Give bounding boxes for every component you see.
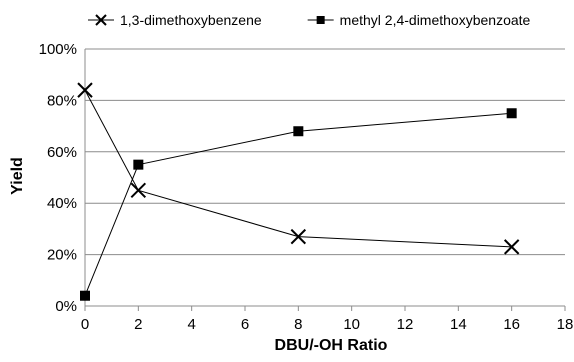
y-tick-label: 0% (55, 298, 77, 315)
legend-marker-x (95, 14, 107, 26)
x-tick-label: 8 (294, 316, 302, 333)
x-marker-point (503, 239, 520, 255)
series-line-1 (84, 112, 512, 296)
square-marker-point (80, 290, 90, 301)
legend-marker-square (316, 16, 325, 24)
x-axis-title: DBU/-OH Ratio (275, 337, 388, 354)
legend-label: 1,3-dimethoxybenzene (120, 12, 262, 28)
x-tick-label: 10 (343, 316, 360, 333)
y-tick-label: 20% (47, 247, 77, 264)
axes (84, 49, 566, 311)
series-line-0 (84, 89, 512, 248)
x-tick-label: 12 (397, 316, 414, 333)
series-layer (77, 82, 520, 301)
y-tick-label: 80% (47, 92, 77, 109)
x-marker-point (130, 182, 147, 199)
x-tick-label: 6 (241, 316, 249, 333)
square-marker-point (506, 108, 517, 119)
gridlines (85, 48, 565, 256)
x-marker-point (290, 228, 307, 245)
x-tick-label: 18 (557, 316, 574, 333)
x-tick-label: 4 (187, 316, 195, 333)
x-tick-label: 0 (81, 316, 89, 333)
square-marker-point (133, 159, 144, 170)
tick-labels: 0% 20% 40% 60% 80% 100% 0 2 4 6 8 10 12 14 16 18 (39, 41, 574, 333)
y-tick-label: 100% (39, 41, 77, 58)
y-tick-label: 40% (47, 195, 77, 212)
y-axis-title: Yield (9, 157, 26, 195)
x-tick-label: 14 (450, 316, 467, 333)
legend: 1,3-dimethoxybenzene methyl 2,4-dimethoxy… (88, 12, 531, 28)
x-marker-point (77, 82, 93, 98)
legend-label: methyl 2,4-dimethoxybenzoate (340, 12, 531, 28)
square-marker-point (293, 126, 304, 137)
y-tick-label: 60% (47, 144, 77, 161)
x-tick-label: 16 (503, 316, 520, 333)
x-tick-label: 2 (134, 316, 142, 333)
